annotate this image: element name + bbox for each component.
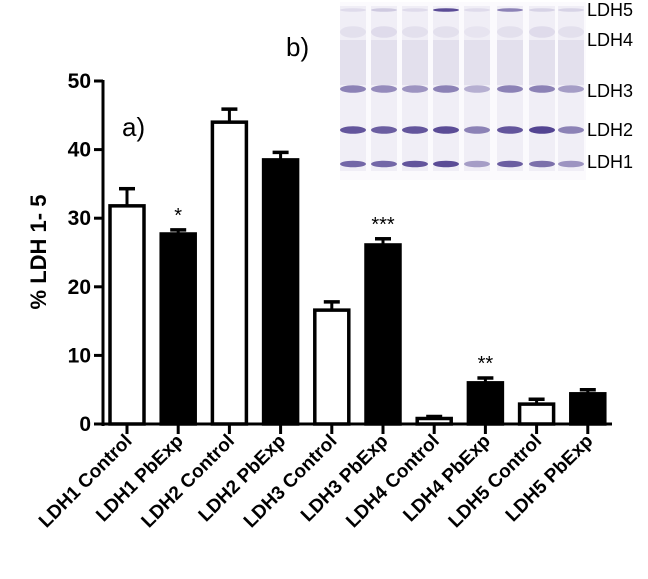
bar: [261, 158, 300, 426]
gel-band: [529, 26, 555, 38]
gel-band: [340, 8, 366, 12]
gel-band-labels: LDH5 LDH4 LDH3 LDH2 LDH1: [587, 0, 633, 172]
gel-image: [340, 2, 586, 180]
significance-marker: ***: [371, 214, 395, 236]
gel-band: [371, 8, 397, 12]
gel-band: [464, 8, 490, 12]
gel-band: [529, 8, 555, 12]
y-tick-label: 10: [68, 344, 91, 367]
panel-label-a: a): [122, 112, 145, 142]
gel-band: [558, 126, 584, 134]
bar: [569, 392, 607, 426]
gel-band: [558, 8, 584, 12]
gel-smear: [371, 40, 397, 85]
gel-band-label: LDH1: [587, 152, 633, 172]
gel-band: [497, 160, 523, 168]
gel-band: [529, 85, 555, 93]
gel-band: [558, 160, 584, 168]
gel-band: [464, 126, 490, 134]
gel-band: [371, 160, 397, 168]
gel-band: [464, 160, 490, 168]
gel-band: [529, 160, 555, 168]
gel-smear: [497, 40, 523, 85]
bar: [210, 120, 249, 426]
bar: [415, 416, 453, 426]
gel-band: [497, 126, 523, 134]
gel-band: [402, 8, 428, 12]
gel-lane: [558, 6, 584, 171]
gel-band: [402, 126, 428, 134]
gel-band-label: LDH5: [587, 0, 633, 20]
gel-band: [340, 160, 366, 168]
y-tick-label: 30: [68, 207, 91, 230]
bar: [517, 402, 556, 426]
gel-band: [558, 85, 584, 93]
gel-band: [497, 26, 523, 38]
gel-band: [497, 8, 523, 12]
gel-band: [433, 8, 459, 12]
bar: [313, 308, 351, 426]
gel-band: [340, 126, 366, 134]
gel-band: [464, 85, 490, 93]
gel-band-label: LDH3: [587, 81, 633, 101]
gel-smear: [529, 40, 555, 85]
gel-band-label: LDH4: [587, 30, 633, 50]
bar: [159, 232, 197, 426]
gel-band: [433, 85, 459, 93]
gel-smear: [402, 40, 428, 85]
gel-band: [402, 85, 428, 93]
gel-band-label: LDH2: [587, 120, 633, 140]
gel-smear: [340, 40, 366, 85]
panel-label-b: b): [286, 32, 309, 62]
gel-band: [371, 85, 397, 93]
gel-band: [433, 160, 459, 168]
significance-marker: **: [478, 353, 494, 375]
y-tick-label: 50: [68, 70, 91, 93]
gel-band: [529, 126, 555, 134]
gel-band: [433, 26, 459, 38]
gel-lane: [464, 6, 490, 171]
gel-smear: [464, 40, 490, 85]
gel-band: [371, 26, 397, 38]
y-tick-label: 0: [79, 413, 91, 436]
gel-band: [402, 160, 428, 168]
gel-band: [371, 126, 397, 134]
significance-marker: *: [174, 205, 182, 227]
gel-smear: [433, 40, 459, 85]
gel-band: [464, 26, 490, 38]
y-axis-label: % LDH 1- 5: [26, 195, 51, 310]
gel-band: [402, 26, 428, 38]
gel-band: [497, 85, 523, 93]
bar: [466, 381, 505, 426]
bar: [108, 204, 146, 426]
gel-smear: [558, 40, 584, 85]
gel-band: [340, 85, 366, 93]
gel-band: [340, 26, 366, 38]
bar: [364, 243, 402, 426]
gel-band: [433, 126, 459, 134]
y-tick-label: 40: [68, 139, 91, 162]
gel-band: [558, 26, 584, 38]
y-tick-label: 20: [68, 276, 91, 299]
